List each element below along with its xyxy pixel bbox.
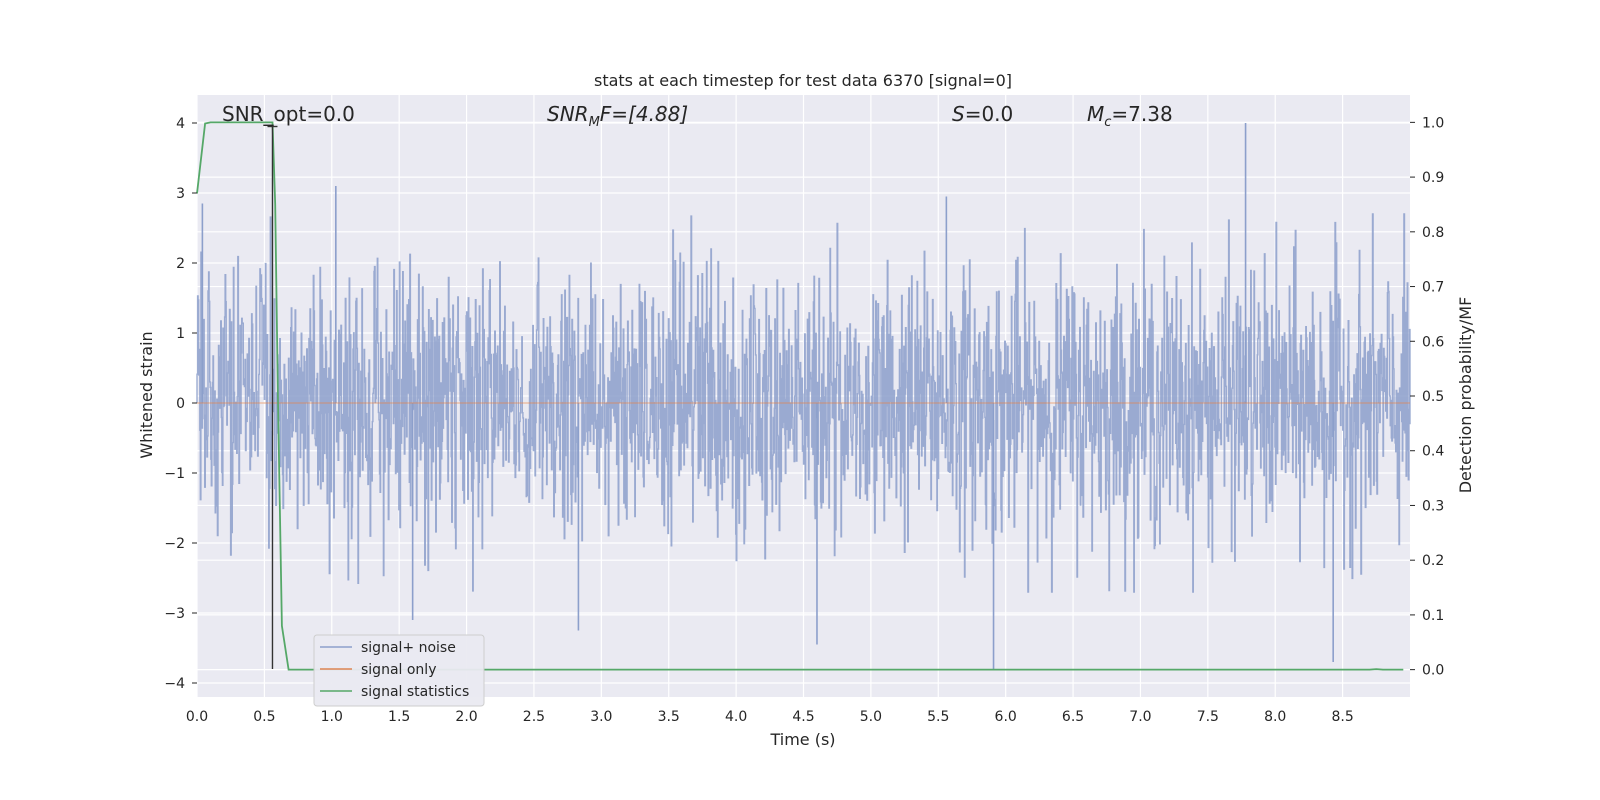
- x-tick-label: 1.0: [321, 709, 343, 725]
- x-tick-label: 0.0: [186, 709, 208, 725]
- x-axis-label: Time (s): [769, 730, 835, 749]
- series-signal-noise: [196, 123, 1411, 669]
- y2-tick-label: 0.4: [1422, 444, 1444, 460]
- y2-tick-label: 0.3: [1422, 498, 1444, 514]
- legend-box: [313, 634, 485, 707]
- x-tick-label: 8.5: [1331, 709, 1353, 725]
- x-tick-label: 7.0: [1129, 709, 1151, 725]
- tick-labels: 0.0 0.5 1.0 1.5 2.0 2.5 3.0 3.5 4.0 4.5 5.0 5.5 6.0 6…: [164, 115, 1444, 725]
- legend-label-signal-noise: signal+ noise: [361, 640, 456, 656]
- y-tick-label: −2: [164, 536, 185, 552]
- x-tick-label: 3.0: [590, 709, 612, 725]
- y-tick-label: −3: [164, 606, 185, 622]
- y2-tick-label: 0.1: [1422, 608, 1444, 624]
- y-axis-label: Whitened strain: [137, 331, 156, 458]
- y-tick-label: −1: [164, 466, 185, 482]
- marker-line: [267, 125, 278, 669]
- x-tick-label: 4.5: [792, 709, 814, 725]
- y-tick-label: 2: [176, 256, 185, 272]
- legend: signal+ noise signal only signal statist…: [313, 634, 485, 707]
- annotation-snr-mf: SNRMF=[4.88]: [547, 102, 688, 130]
- y2-tick-label: 1.0: [1422, 115, 1444, 131]
- y-tick-label: 4: [176, 116, 185, 132]
- y2-tick-label: 0.5: [1422, 389, 1444, 405]
- annotation-snr-opt: SNR_opt=0.0: [222, 102, 355, 126]
- x-tick-label: 6.5: [1062, 709, 1084, 725]
- x-tick-label: 2.5: [523, 709, 545, 725]
- y-tick-label: 3: [176, 186, 185, 202]
- y-tick-label: −4: [164, 676, 185, 692]
- x-tick-label: 2.0: [455, 709, 477, 725]
- y2-axis-label: Detection probability/MF: [1456, 297, 1475, 494]
- y-tick-label: 0: [176, 396, 185, 412]
- y2-tick-label: 0.6: [1422, 334, 1444, 350]
- x-tick-label: 3.5: [658, 709, 680, 725]
- x-tick-label: 5.0: [860, 709, 882, 725]
- annotation-s: S=0.0: [952, 102, 1013, 126]
- y2-tick-label: 0.2: [1422, 553, 1444, 569]
- legend-label-signal-only: signal only: [361, 662, 436, 678]
- legend-label-signal-statistics: signal statistics: [361, 684, 469, 700]
- y2-tick-label: 0.8: [1422, 225, 1444, 241]
- noise-trace: [196, 213, 1411, 593]
- x-tick-label: 5.5: [927, 709, 949, 725]
- x-tick-label: 4.0: [725, 709, 747, 725]
- y2-tick-label: 0.0: [1422, 663, 1444, 679]
- x-tick-label: 8.0: [1264, 709, 1286, 725]
- annotation-mc: Mc=7.38: [1087, 102, 1173, 130]
- x-tick-label: 6.0: [995, 709, 1017, 725]
- x-tick-label: 0.5: [253, 709, 275, 725]
- x-tick-label: 1.5: [388, 709, 410, 725]
- y2-tick-label: 0.9: [1422, 170, 1444, 186]
- x-tick-label: 7.5: [1197, 709, 1219, 725]
- y-tick-label: 1: [176, 326, 185, 342]
- y2-tick-label: 0.7: [1422, 280, 1444, 296]
- chart-title: stats at each timestep for test data 637…: [594, 71, 1012, 90]
